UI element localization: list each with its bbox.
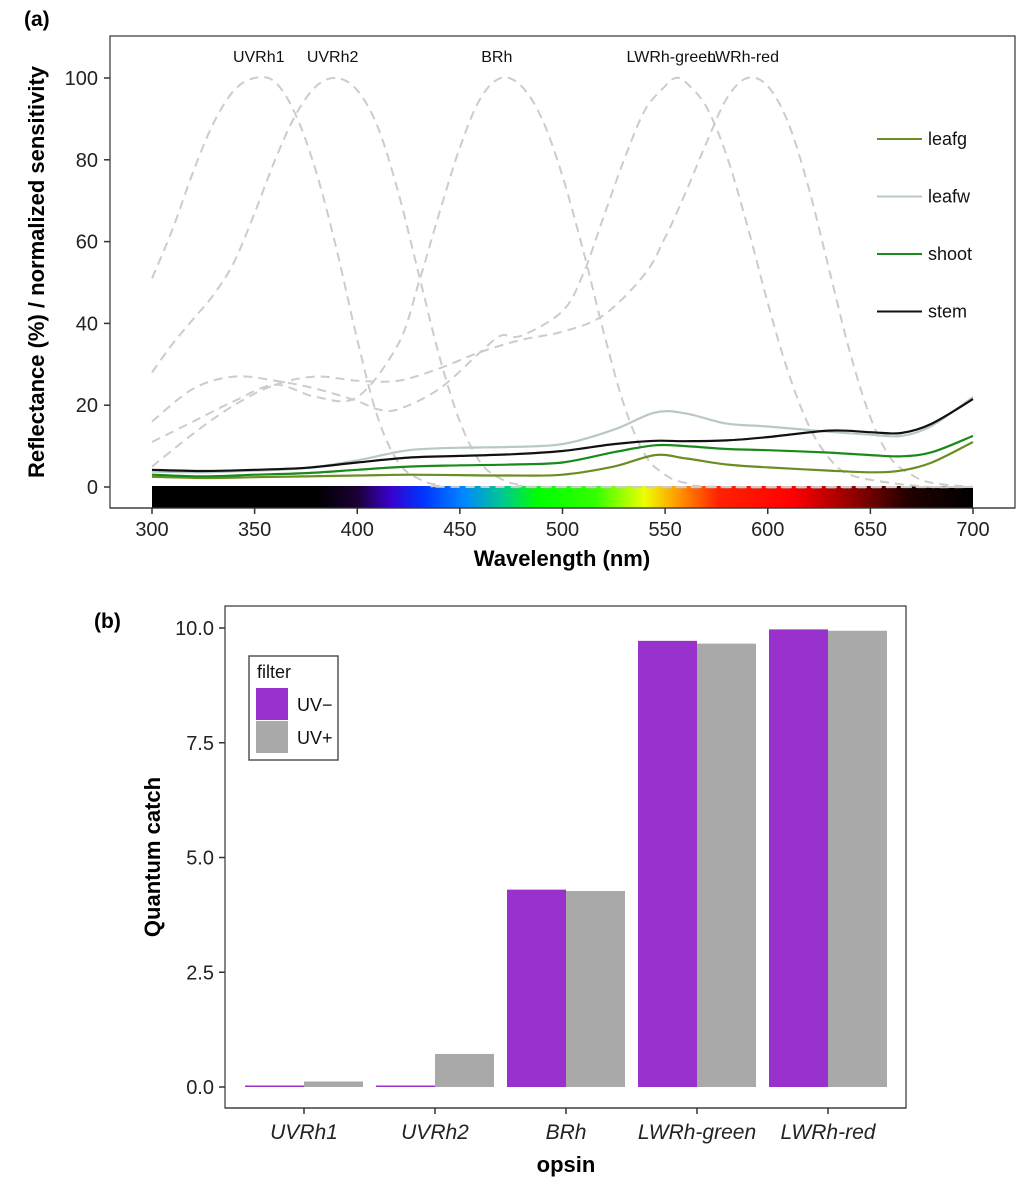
panel-b-y-axis: 0.0 2.5 5.0 7.5 10.0 xyxy=(175,618,225,1099)
bar-lwrh-green-uv-plus xyxy=(697,643,756,1087)
y-tick-label: 7.5 xyxy=(186,733,214,755)
peak-label-uvrh2: UVRh2 xyxy=(307,49,359,66)
legend-label-stem: stem xyxy=(928,302,967,322)
y-tick-label: 2.5 xyxy=(186,962,214,984)
x-tick-label: 450 xyxy=(443,519,476,541)
y-tick-label: 5.0 xyxy=(186,848,214,870)
x-tick-label: 650 xyxy=(854,519,887,541)
y-tick-label: 20 xyxy=(76,395,98,417)
panel-a-frame xyxy=(109,35,1016,509)
bars xyxy=(245,629,887,1087)
y-tick-label: 100 xyxy=(65,68,98,90)
legend-label-uv-plus: UV+ xyxy=(297,728,333,748)
panel-b-plot: filter UV− UV+ xyxy=(224,605,907,1109)
panel-b-legend: filter UV− UV+ xyxy=(248,655,339,761)
x-tick-label-lwrh-green: LWRh-green xyxy=(638,1121,756,1144)
sensitivity-curve-brh xyxy=(151,76,974,489)
bar-uvrh1-uv-minus xyxy=(245,1085,304,1087)
bar-lwrh-red-uv-minus xyxy=(769,629,828,1087)
x-tick-label: 350 xyxy=(238,519,271,541)
panel-a-label: (a) xyxy=(24,8,50,31)
sensitivity-curve-uvrh2 xyxy=(151,76,974,489)
bar-brh-uv-minus xyxy=(507,889,566,1087)
y-tick-label: 0.0 xyxy=(186,1077,214,1099)
x-tick-label-brh: BRh xyxy=(546,1121,587,1144)
x-tick-label-uvrh1: UVRh1 xyxy=(270,1121,338,1144)
panel-a-y-axis-title: Reflectance (%) / normalized sensitivity xyxy=(24,65,49,478)
y-tick-label: 80 xyxy=(76,150,98,172)
series-line-leafg xyxy=(151,441,974,480)
x-tick-label: 500 xyxy=(546,519,579,541)
sensitivity-curve-lwrh-green xyxy=(151,76,974,489)
bar-uvrh1-uv-plus xyxy=(304,1081,363,1087)
peak-label-brh: BRh xyxy=(481,49,512,66)
bar-brh-uv-plus xyxy=(566,891,625,1087)
y-tick-label: 60 xyxy=(76,232,98,254)
x-tick-label: 600 xyxy=(751,519,784,541)
sensitivity-curve-uvrh1 xyxy=(151,76,974,489)
x-tick-label: 400 xyxy=(341,519,374,541)
panel-a-y-axis: 0 20 40 60 80 100 xyxy=(65,68,110,499)
bar-lwrh-red-uv-plus xyxy=(828,630,887,1087)
panel-b-y-axis-title: Quantum catch xyxy=(140,777,165,937)
panel-b-x-axis: UVRh1 UVRh2 BRh LWRh-green LWRh-red xyxy=(225,1107,906,1144)
series-line-shoot xyxy=(151,434,974,478)
sensitivity-curve-lwrh-red xyxy=(151,76,974,488)
panel-a-legend: leafg leafw shoot stem xyxy=(877,129,972,322)
x-tick-label-lwrh-red: LWRh-red xyxy=(781,1121,877,1144)
reflectance-series xyxy=(151,396,974,480)
series-line-leafw xyxy=(151,396,974,474)
panel-b-x-axis-title: opsin xyxy=(537,1152,596,1177)
y-tick-label: 0 xyxy=(87,477,98,499)
legend-swatch-uv-plus xyxy=(256,721,288,753)
bar-uvrh2-uv-minus xyxy=(376,1085,435,1087)
peak-label-lwrh-red: LWRh-red xyxy=(707,49,779,66)
y-tick-label: 40 xyxy=(76,313,98,335)
spectrum-bar xyxy=(152,486,973,508)
x-tick-label: 550 xyxy=(648,519,681,541)
legend-swatch-uv-minus xyxy=(256,688,288,720)
panel-a-x-axis-title: Wavelength (nm) xyxy=(474,546,650,571)
sensitivity-curves xyxy=(151,76,974,489)
legend-label-leafw: leafw xyxy=(928,187,971,207)
x-tick-label-uvrh2: UVRh2 xyxy=(401,1121,469,1144)
legend-label-leafg: leafg xyxy=(928,129,967,149)
y-tick-label: 10.0 xyxy=(175,618,214,640)
peak-label-lwrh-green: LWRh-green xyxy=(627,49,717,66)
legend-title: filter xyxy=(257,662,291,682)
bar-lwrh-green-uv-minus xyxy=(638,640,697,1087)
x-tick-label: 700 xyxy=(956,519,989,541)
panel-b-label: (b) xyxy=(94,610,121,633)
legend-label-uv-minus: UV− xyxy=(297,695,333,715)
x-tick-label: 300 xyxy=(135,519,168,541)
legend-label-shoot: shoot xyxy=(928,244,972,264)
panel-a-x-axis: 300 350 400 450 500 550 600 650 700 xyxy=(110,507,1015,541)
series-line-stem xyxy=(151,398,974,473)
bar-uvrh2-uv-plus xyxy=(435,1053,494,1087)
peak-label-uvrh1: UVRh1 xyxy=(233,49,285,66)
